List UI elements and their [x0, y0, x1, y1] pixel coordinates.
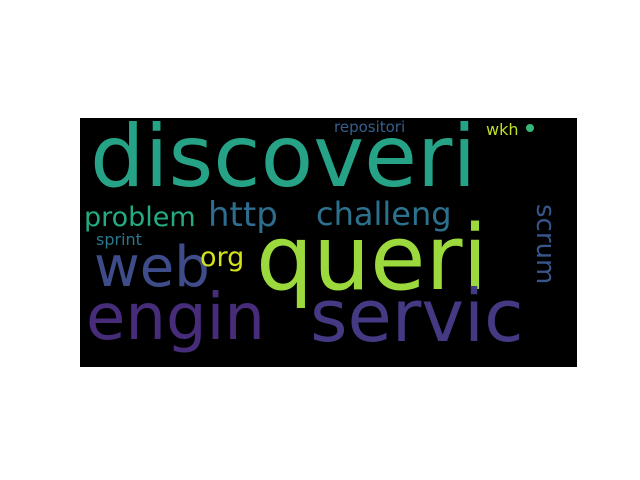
- word-discoveri: discoveri: [90, 118, 477, 207]
- word-cloud: discoveri problem http challeng sprint w…: [80, 118, 577, 367]
- word-http: http: [208, 195, 278, 235]
- word-servic: servic: [310, 274, 524, 358]
- word-scrum: scrum: [530, 204, 560, 285]
- word-repositori: repositori: [334, 118, 406, 136]
- word-challeng: challeng: [316, 195, 452, 233]
- word-sprint: sprint: [96, 230, 142, 249]
- word-wkh: wkh: [486, 120, 519, 139]
- word-web: web: [94, 235, 210, 300]
- word-queri: queri: [256, 206, 488, 311]
- word-org: org: [200, 242, 245, 273]
- dot-mark: [526, 124, 534, 132]
- word-problem: problem: [84, 202, 196, 233]
- word-engin: engin: [86, 281, 265, 355]
